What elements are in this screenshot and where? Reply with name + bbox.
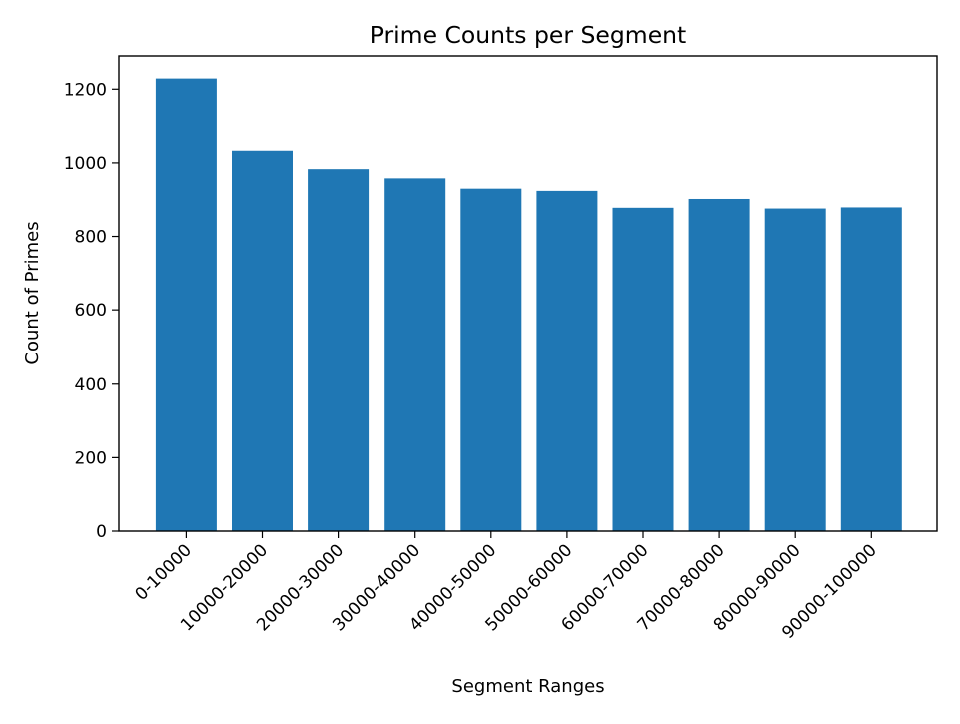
y-axis-label: Count of Primes bbox=[22, 221, 43, 364]
y-tick-label: 0 bbox=[96, 522, 107, 542]
bar-40000-50000 bbox=[460, 188, 522, 531]
bar-70000-80000 bbox=[688, 198, 750, 532]
y-tick-label: 200 bbox=[75, 448, 107, 468]
y-tick-label: 800 bbox=[75, 228, 107, 248]
y-tick-label: 600 bbox=[75, 301, 107, 321]
bars-group bbox=[155, 78, 902, 532]
bar-30000-40000 bbox=[384, 178, 446, 531]
y-axis-ticks: 0 200 400 600 800 1000 1200 bbox=[64, 80, 119, 542]
chart-title: Prime Counts per Segment bbox=[370, 21, 687, 49]
y-tick-label: 400 bbox=[75, 375, 107, 395]
bar-60000-70000 bbox=[612, 207, 674, 531]
bar-90000-100000 bbox=[840, 207, 902, 531]
x-axis-label: Segment Ranges bbox=[451, 676, 604, 697]
bar-80000-90000 bbox=[764, 208, 826, 532]
y-tick-label: 1000 bbox=[64, 154, 107, 174]
bar-10000-20000 bbox=[232, 150, 293, 531]
bar-50000-60000 bbox=[536, 190, 598, 531]
bar-20000-30000 bbox=[308, 169, 370, 532]
plot-area-frame bbox=[118, 55, 938, 532]
y-tick-label: 1200 bbox=[64, 80, 107, 100]
bar-0-10000 bbox=[155, 78, 217, 532]
